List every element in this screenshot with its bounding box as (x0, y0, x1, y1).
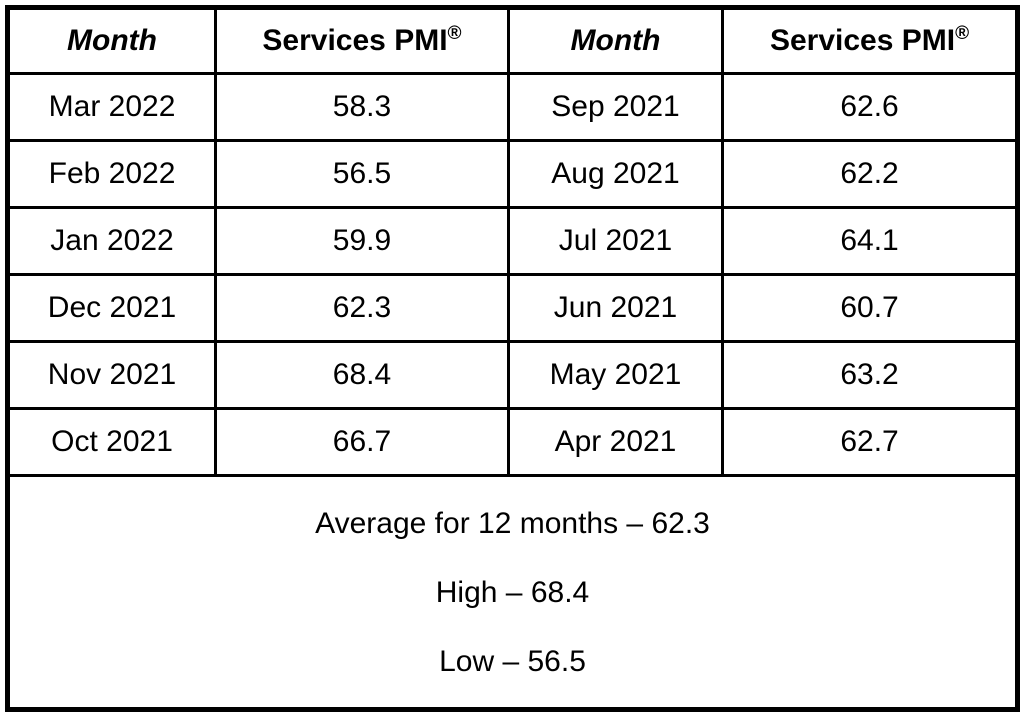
summary-cell: Average for 12 months – 62.3 High – 68.4… (6, 474, 1019, 711)
pmi-value-cell: 68.4 (214, 340, 510, 410)
month-cell: Aug 2021 (506, 139, 725, 209)
pmi-header-label: Services PMI (769, 23, 956, 57)
registered-mark: ® (447, 22, 462, 44)
table-row: Mar 2022 58.3 Sep 2021 62.6 (5, 72, 1019, 142)
table-row: Feb 2022 56.5 Aug 2021 62.2 (5, 139, 1019, 209)
summary-low: Low – 56.5 (439, 644, 586, 678)
column-header-pmi-right: Services PMI® (721, 6, 1019, 75)
summary-row: Average for 12 months – 62.3 High – 68.4… (6, 474, 1019, 711)
summary-average: Average for 12 months – 62.3 (315, 506, 710, 540)
month-cell: May 2021 (506, 340, 725, 410)
pmi-value-cell: 66.7 (214, 407, 510, 477)
month-cell: Nov 2021 (5, 340, 218, 410)
month-cell: Sep 2021 (506, 72, 725, 142)
month-cell: Jul 2021 (506, 206, 725, 276)
table-row: Jan 2022 59.9 Jul 2021 64.1 (5, 206, 1019, 276)
summary-high: High – 68.4 (435, 575, 590, 609)
pmi-value-cell: 62.7 (721, 407, 1019, 477)
month-header-label: Month (570, 23, 661, 57)
pmi-value-cell: 63.2 (721, 340, 1019, 410)
pmi-value-cell: 62.6 (721, 72, 1019, 142)
month-header-label: Month (67, 23, 157, 57)
table-header-row: Month Services PMI® Month Services PMI® (5, 6, 1019, 75)
month-cell: Feb 2022 (5, 139, 218, 209)
column-header-pmi-left: Services PMI® (214, 6, 510, 75)
table-row: Dec 2021 62.3 Jun 2021 60.7 (5, 273, 1019, 343)
pmi-value-cell: 59.9 (214, 206, 510, 276)
pmi-value-cell: 62.2 (721, 139, 1019, 209)
table-row: Nov 2021 68.4 May 2021 63.2 (5, 340, 1019, 410)
column-header-month-left: Month (5, 6, 218, 75)
month-cell: Jun 2021 (506, 273, 725, 343)
month-cell: Oct 2021 (5, 407, 218, 477)
pmi-header-label: Services PMI (262, 23, 448, 57)
pmi-value-cell: 64.1 (721, 206, 1019, 276)
month-cell: Jan 2022 (5, 206, 218, 276)
column-header-month-right: Month (506, 6, 725, 75)
pmi-value-cell: 56.5 (214, 139, 510, 209)
registered-mark: ® (955, 22, 970, 44)
month-cell: Dec 2021 (5, 273, 218, 343)
pmi-value-cell: 62.3 (214, 273, 510, 343)
pmi-value-cell: 58.3 (214, 72, 510, 142)
table-row: Oct 2021 66.7 Apr 2021 62.7 (5, 407, 1019, 477)
pmi-value-cell: 60.7 (721, 273, 1019, 343)
services-pmi-table: Month Services PMI® Month Services PMI® … (5, 5, 1020, 712)
month-cell: Apr 2021 (506, 407, 725, 477)
month-cell: Mar 2022 (5, 72, 218, 142)
